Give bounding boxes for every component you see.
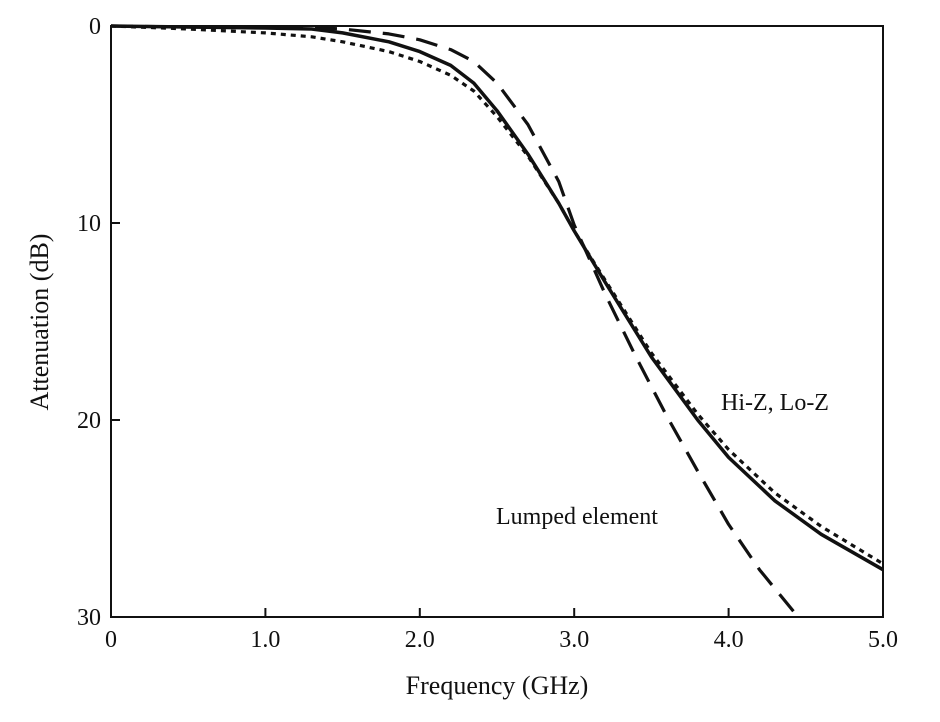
series-line-dotted [110, 24, 884, 566]
series-line-solid [110, 24, 884, 572]
curves-layer [110, 24, 884, 619]
x-tick-label: 3.0 [559, 627, 589, 653]
y-tick-label: 20 [77, 408, 101, 434]
y-tick-label: 0 [89, 14, 101, 40]
y-axis-title: Attenuation (dB) [25, 234, 54, 411]
y-tick-label: 10 [77, 211, 101, 237]
x-tick-label: 5.0 [868, 627, 898, 653]
plot-frame [110, 25, 884, 618]
series-line-dashed [110, 24, 800, 619]
x-tick-label: 4.0 [714, 627, 744, 653]
x-axis-title: Frequency (GHz) [406, 671, 589, 700]
x-tick-label: 1.0 [250, 627, 280, 653]
ticks-layer: 0 1.0 2.0 3.0 4.0 5.0 0 10 20 30 [77, 14, 898, 653]
y-tick-label: 30 [77, 605, 101, 631]
x-tick-label: 0 [105, 627, 117, 653]
annotation-lumped-element: Lumped element [496, 504, 658, 530]
x-tick-label: 2.0 [405, 627, 435, 653]
annotation-hi-z-lo-z: Hi-Z, Lo-Z [721, 390, 829, 416]
